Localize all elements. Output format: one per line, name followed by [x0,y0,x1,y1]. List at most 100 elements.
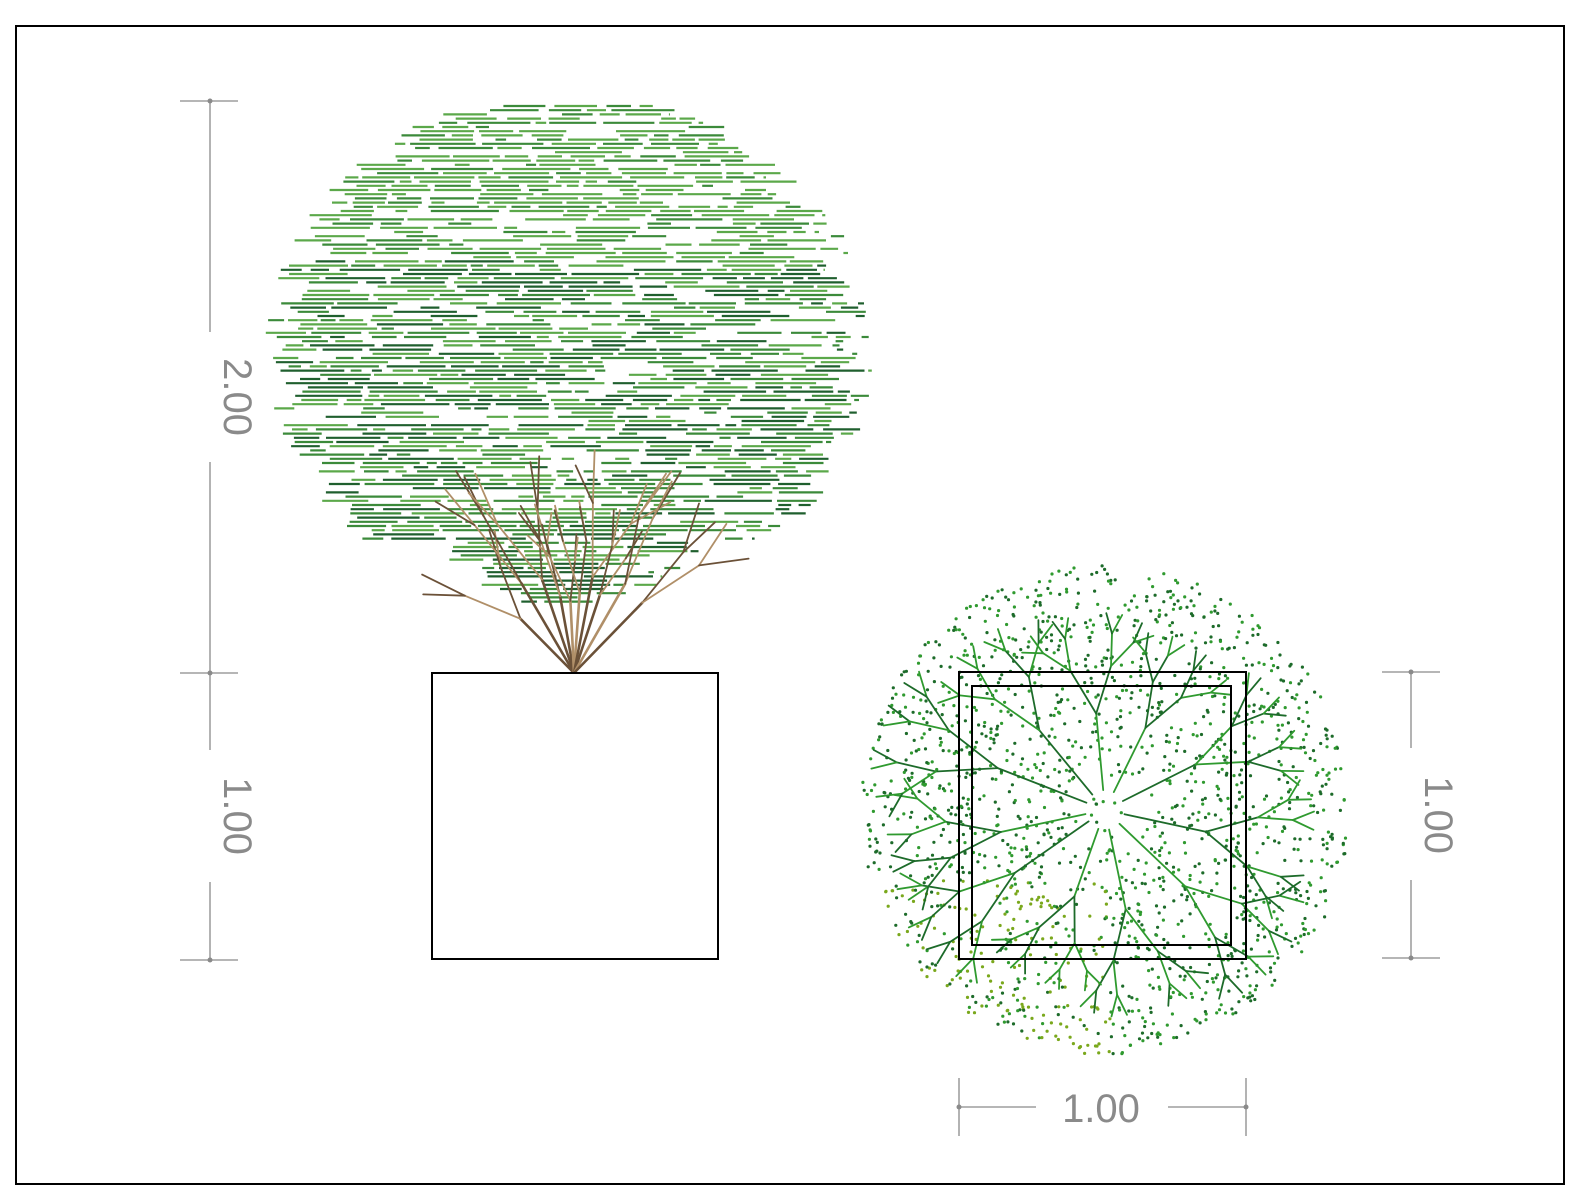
canopy-leaf-dot [1035,1005,1039,1009]
canopy-leaf-dot [953,905,957,910]
canopy-leaf-dot [917,846,921,850]
canopy-leaf-dot [982,794,986,798]
canopy-leaf-dot [932,840,936,844]
canopy-leaf-dot [1268,966,1273,970]
canopy-leaf-dot [1208,722,1212,726]
canopy-leaf-dot [921,782,925,786]
canopy-leaf-dot [1248,914,1252,918]
canopy-leaf-dot [1132,594,1136,598]
canopy-branch [1287,798,1312,801]
canopy-leaf-dot [1150,793,1154,797]
canopy-leaf-dot [1013,877,1017,881]
canopy-leaf-dot [1086,689,1090,694]
canopy-leaf-dot [909,874,913,878]
branch-stroke [463,476,485,517]
canopy-leaf-dot [1060,985,1064,989]
dim-tick-plan-top [1408,669,1414,675]
canopy-leaf-dot [871,746,875,750]
canopy-leaf-dot [1253,997,1257,1002]
canopy-leaf-dot [1254,906,1258,910]
canopy-leaf-dot [1167,851,1171,855]
canopy-leaf-dot [930,775,934,780]
canopy-leaf-dot [1014,892,1018,896]
canopy-leaf-dot [1109,991,1113,995]
canopy-leaf-dot [1343,836,1348,840]
canopy-leaf-dot [1105,626,1109,631]
canopy-branch [1278,880,1302,897]
canopy-leaf-dot [1248,774,1253,778]
canopy-leaf-dot [1183,682,1187,686]
canopy-leaf-dot [1256,632,1260,637]
canopy-leaf-dot [891,686,895,690]
canopy-leaf-dot [1012,965,1017,970]
canopy-leaf-dot [1046,990,1050,994]
canopy-leaf-dot [1294,891,1298,895]
branch-stroke [698,523,728,567]
canopy-leaf-dot [1172,899,1176,903]
canopy-leaf-dot [1085,625,1089,630]
branch-stroke [536,455,541,511]
canopy-leaf-dot [1322,808,1326,812]
canopy-leaf-dot [891,889,895,893]
canopy-leaf-dot [1006,1020,1010,1024]
canopy-leaf-dot [1237,790,1242,794]
canopy-leaf-dot [1202,715,1206,719]
canopy-leaf-dot [1039,905,1043,909]
canopy-leaf-dot [1127,608,1131,612]
branch-stroke [548,554,572,602]
canopy-leaf-dot [1297,682,1301,686]
canopy-leaf-dot [1030,1016,1034,1021]
canopy-leaf-dot [990,596,994,600]
canopy-leaf-dot [1015,655,1019,659]
canopy-leaf-dot [1136,858,1140,863]
canopy-leaf-dot [1158,613,1162,617]
canopy-leaf-dot [932,680,937,684]
canopy-leaf-dot [1164,739,1168,744]
canopy-leaf-dot [1077,762,1081,766]
canopy-leaf-dot [932,656,936,660]
canopy-leaf-dot [1067,627,1072,631]
canopy-leaf-dot [1242,681,1246,685]
canopy-branch [1095,712,1105,791]
canopy-leaf-dot [1014,638,1018,642]
canopy-leaf-dot [1129,696,1133,700]
canopy-leaf-dot [1021,1005,1025,1009]
canopy-branch [903,682,928,698]
branch-stroke [592,449,596,504]
canopy-leaf-dot [1048,579,1052,583]
canopy-leaf-dot [1249,947,1253,951]
branch-stroke [540,578,576,675]
canopy-branch [1064,617,1070,640]
planter-box-elevation [431,672,719,960]
canopy-leaf-dot [1019,648,1023,652]
canopy-branch [1112,727,1147,793]
canopy-leaf-dot [1033,763,1037,767]
canopy-leaf-dot [878,735,882,739]
canopy-leaf-dot [1204,932,1208,936]
canopy-leaf-dot [1291,765,1295,769]
canopy-leaf-dot [1084,621,1088,625]
canopy-leaf-dot [937,643,942,647]
branch-stroke [569,599,576,675]
dim-tick-bottom [207,957,213,963]
canopy-leaf-dot [927,966,932,970]
canopy-leaf-dot [1145,599,1149,603]
canopy-leaf-dot [889,779,893,783]
canopy-leaf-dot [1100,885,1104,890]
canopy-leaf-dot [896,817,900,821]
canopy-branch [1116,993,1128,1016]
canopy-leaf-dot [1276,891,1280,895]
tree-foliage-elevation [265,104,872,603]
canopy-leaf-dot [1158,987,1162,991]
canopy-leaf-dot [1023,977,1027,981]
branch-stroke [598,544,614,597]
canopy-branch [1084,969,1088,992]
canopy-leaf-dot [1205,708,1209,713]
canopy-leaf-dot [1212,755,1216,759]
canopy-leaf-dot [969,950,973,954]
canopy-branch [1010,926,1041,941]
tree-canopy-plan [861,564,1348,1056]
canopy-leaf-dot [907,722,911,726]
canopy-leaf-dot [1111,1022,1115,1026]
planter-outline-plan [958,671,1247,960]
